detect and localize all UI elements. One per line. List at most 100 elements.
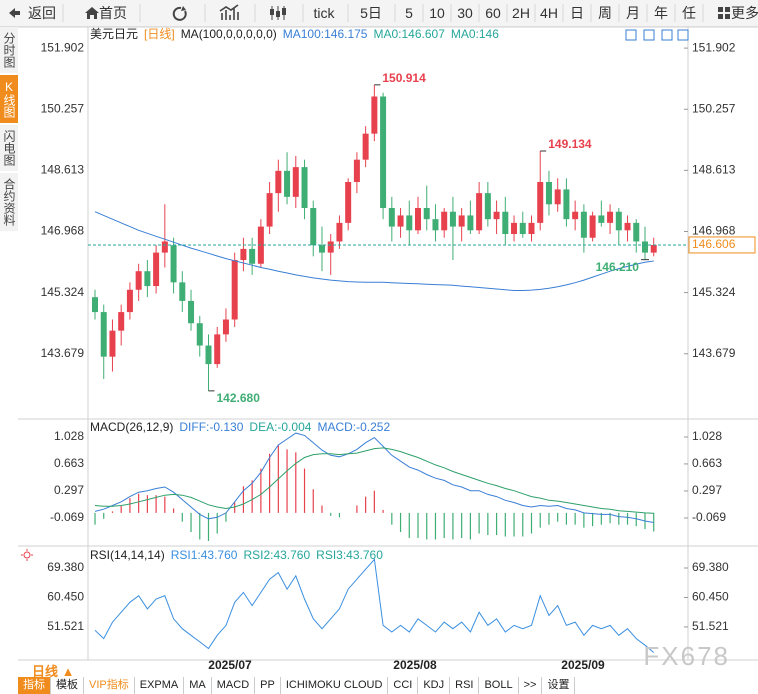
y-tick-label-right: -0.069 [692,510,726,524]
sidebar-tab[interactable]: 闪电图 [0,125,18,171]
sidebar-tab[interactable]: 分时图 [0,27,18,73]
candle-body [519,222,526,235]
candle-body [231,260,238,320]
candle-body [327,241,334,253]
candle-body [161,241,168,253]
candle-body [179,282,186,301]
toolbar-button[interactable]: 月 [626,5,640,21]
candle-body [222,319,229,335]
candle-body [397,215,404,227]
toolbar-button[interactable]: 更多 [731,5,758,21]
x-axis-label: 2025/07 [208,658,252,672]
chart-tools[interactable] [625,29,689,41]
candle-body [275,170,282,194]
indicator-tab[interactable]: MACD [212,677,256,694]
y-tick-label-left: 0.297 [54,483,84,497]
indicator-tab[interactable]: ICHIMOKU CLOUD [281,677,389,694]
toolbar-button[interactable]: 4H [540,5,558,21]
candle-body [502,211,509,235]
indicator-tab[interactable]: >> [519,677,543,694]
y-tick-label-left: 150.257 [41,101,85,115]
y-tick-label-right: 146.968 [692,224,736,238]
toolbar-button[interactable]: 周 [598,5,612,21]
candle-body [493,211,500,220]
more-icon [718,14,723,19]
candle-body [563,189,570,220]
period-selector[interactable]: 日线 ▲ [32,664,75,679]
indicator-tab[interactable]: CCI [388,677,419,694]
legend-item: MACD:-0.252 [317,420,390,434]
candle-body [467,215,474,231]
more-icon [725,14,730,19]
annotation-label: 142.680 [216,391,260,405]
y-tick-label-right: 60.450 [692,590,729,604]
candle-body [458,215,465,227]
toolbar: 返回 首页 tick 5日 5 10 30 60 2H 4H 日周月年任 更多 [0,0,758,27]
indicator-tab[interactable]: VIP指标 [84,677,135,694]
toolbar-button[interactable]: 日 [570,5,584,21]
rsi-icon[interactable] [23,551,31,559]
candle-body [511,222,518,235]
toolbar-button[interactable]: 2H [512,5,530,21]
candle-body [406,215,413,231]
toolbar-button[interactable]: 返回 [28,5,56,21]
toolbar-button[interactable]: 60 [485,5,501,21]
legend-item: MA100:146.175 [283,27,368,41]
toolbar-button[interactable]: 任 [682,5,696,21]
toolbar-button[interactable]: tick [313,5,335,21]
legend-item: RSI2:43.760 [243,548,310,562]
y-tick-label-right: 0.663 [692,456,722,470]
candle-body [109,330,116,357]
toolbar-button[interactable]: 5 [405,5,413,21]
home-icon[interactable] [85,7,99,19]
indicator-tab[interactable]: RSI [450,677,480,694]
legend-item: MA(100,0,0,0,0,0) [181,27,277,41]
toolbar-button[interactable]: 30 [457,5,473,21]
y-tick-label-right: 1.028 [692,429,722,443]
y-tick-label-right: 69.380 [692,560,729,574]
legend-item: 美元日元 [90,27,138,41]
indicator-tab[interactable]: PP [255,677,281,694]
indicator-tab[interactable]: 设置 [542,677,576,694]
y-tick-label-left: 146.968 [41,224,85,238]
candle-body [196,323,203,346]
indicator-tab[interactable]: BOLL [479,677,519,694]
sidebar-tab[interactable]: K线图 [0,75,18,123]
toolbar-button[interactable]: 10 [429,5,445,21]
legend-item: MA0:146.607 [373,27,445,41]
annotation-label: 149.134 [548,137,592,151]
watermark: FX678 [643,641,730,671]
y-tick-label-left: -0.069 [50,510,84,524]
candle-body [188,300,195,324]
candle-body [266,193,273,227]
candle-body [589,215,596,238]
candle-body [423,208,430,220]
candle-body [572,211,579,220]
annotation-label: 150.914 [382,71,426,85]
legend-item: DEA:-0.004 [249,420,311,434]
y-tick-label-right: 145.324 [692,285,736,299]
y-tick-label-left: 143.679 [41,346,85,360]
indicator-tab[interactable]: MA [184,677,212,694]
candle-body [205,345,212,365]
y-tick-label-left: 60.450 [47,590,84,604]
more-icon[interactable] [718,7,723,12]
indicator-icon[interactable] [219,4,239,20]
refresh-icon[interactable] [172,6,187,21]
sidebar-tab[interactable]: 合约资料 [0,173,18,231]
candle-body [301,167,308,209]
refresh-arrow [181,6,186,11]
toolbar-button[interactable]: 5日 [360,5,382,21]
candle-body [310,208,317,246]
indicator-tab[interactable]: 指标 [18,677,51,694]
y-tick-label-left: 1.028 [54,429,84,443]
toolbar-button[interactable]: 年 [654,5,668,21]
candle-body [598,215,605,223]
candle-body [240,248,247,261]
indicator-tab[interactable]: EXPMA [135,677,185,694]
indicator-tab[interactable]: KDJ [418,677,451,694]
candle-icon-body [276,11,280,17]
back-icon[interactable] [9,8,20,18]
indicator-tab[interactable]: 模板 [51,677,84,694]
toolbar-button[interactable]: 首页 [99,5,127,21]
